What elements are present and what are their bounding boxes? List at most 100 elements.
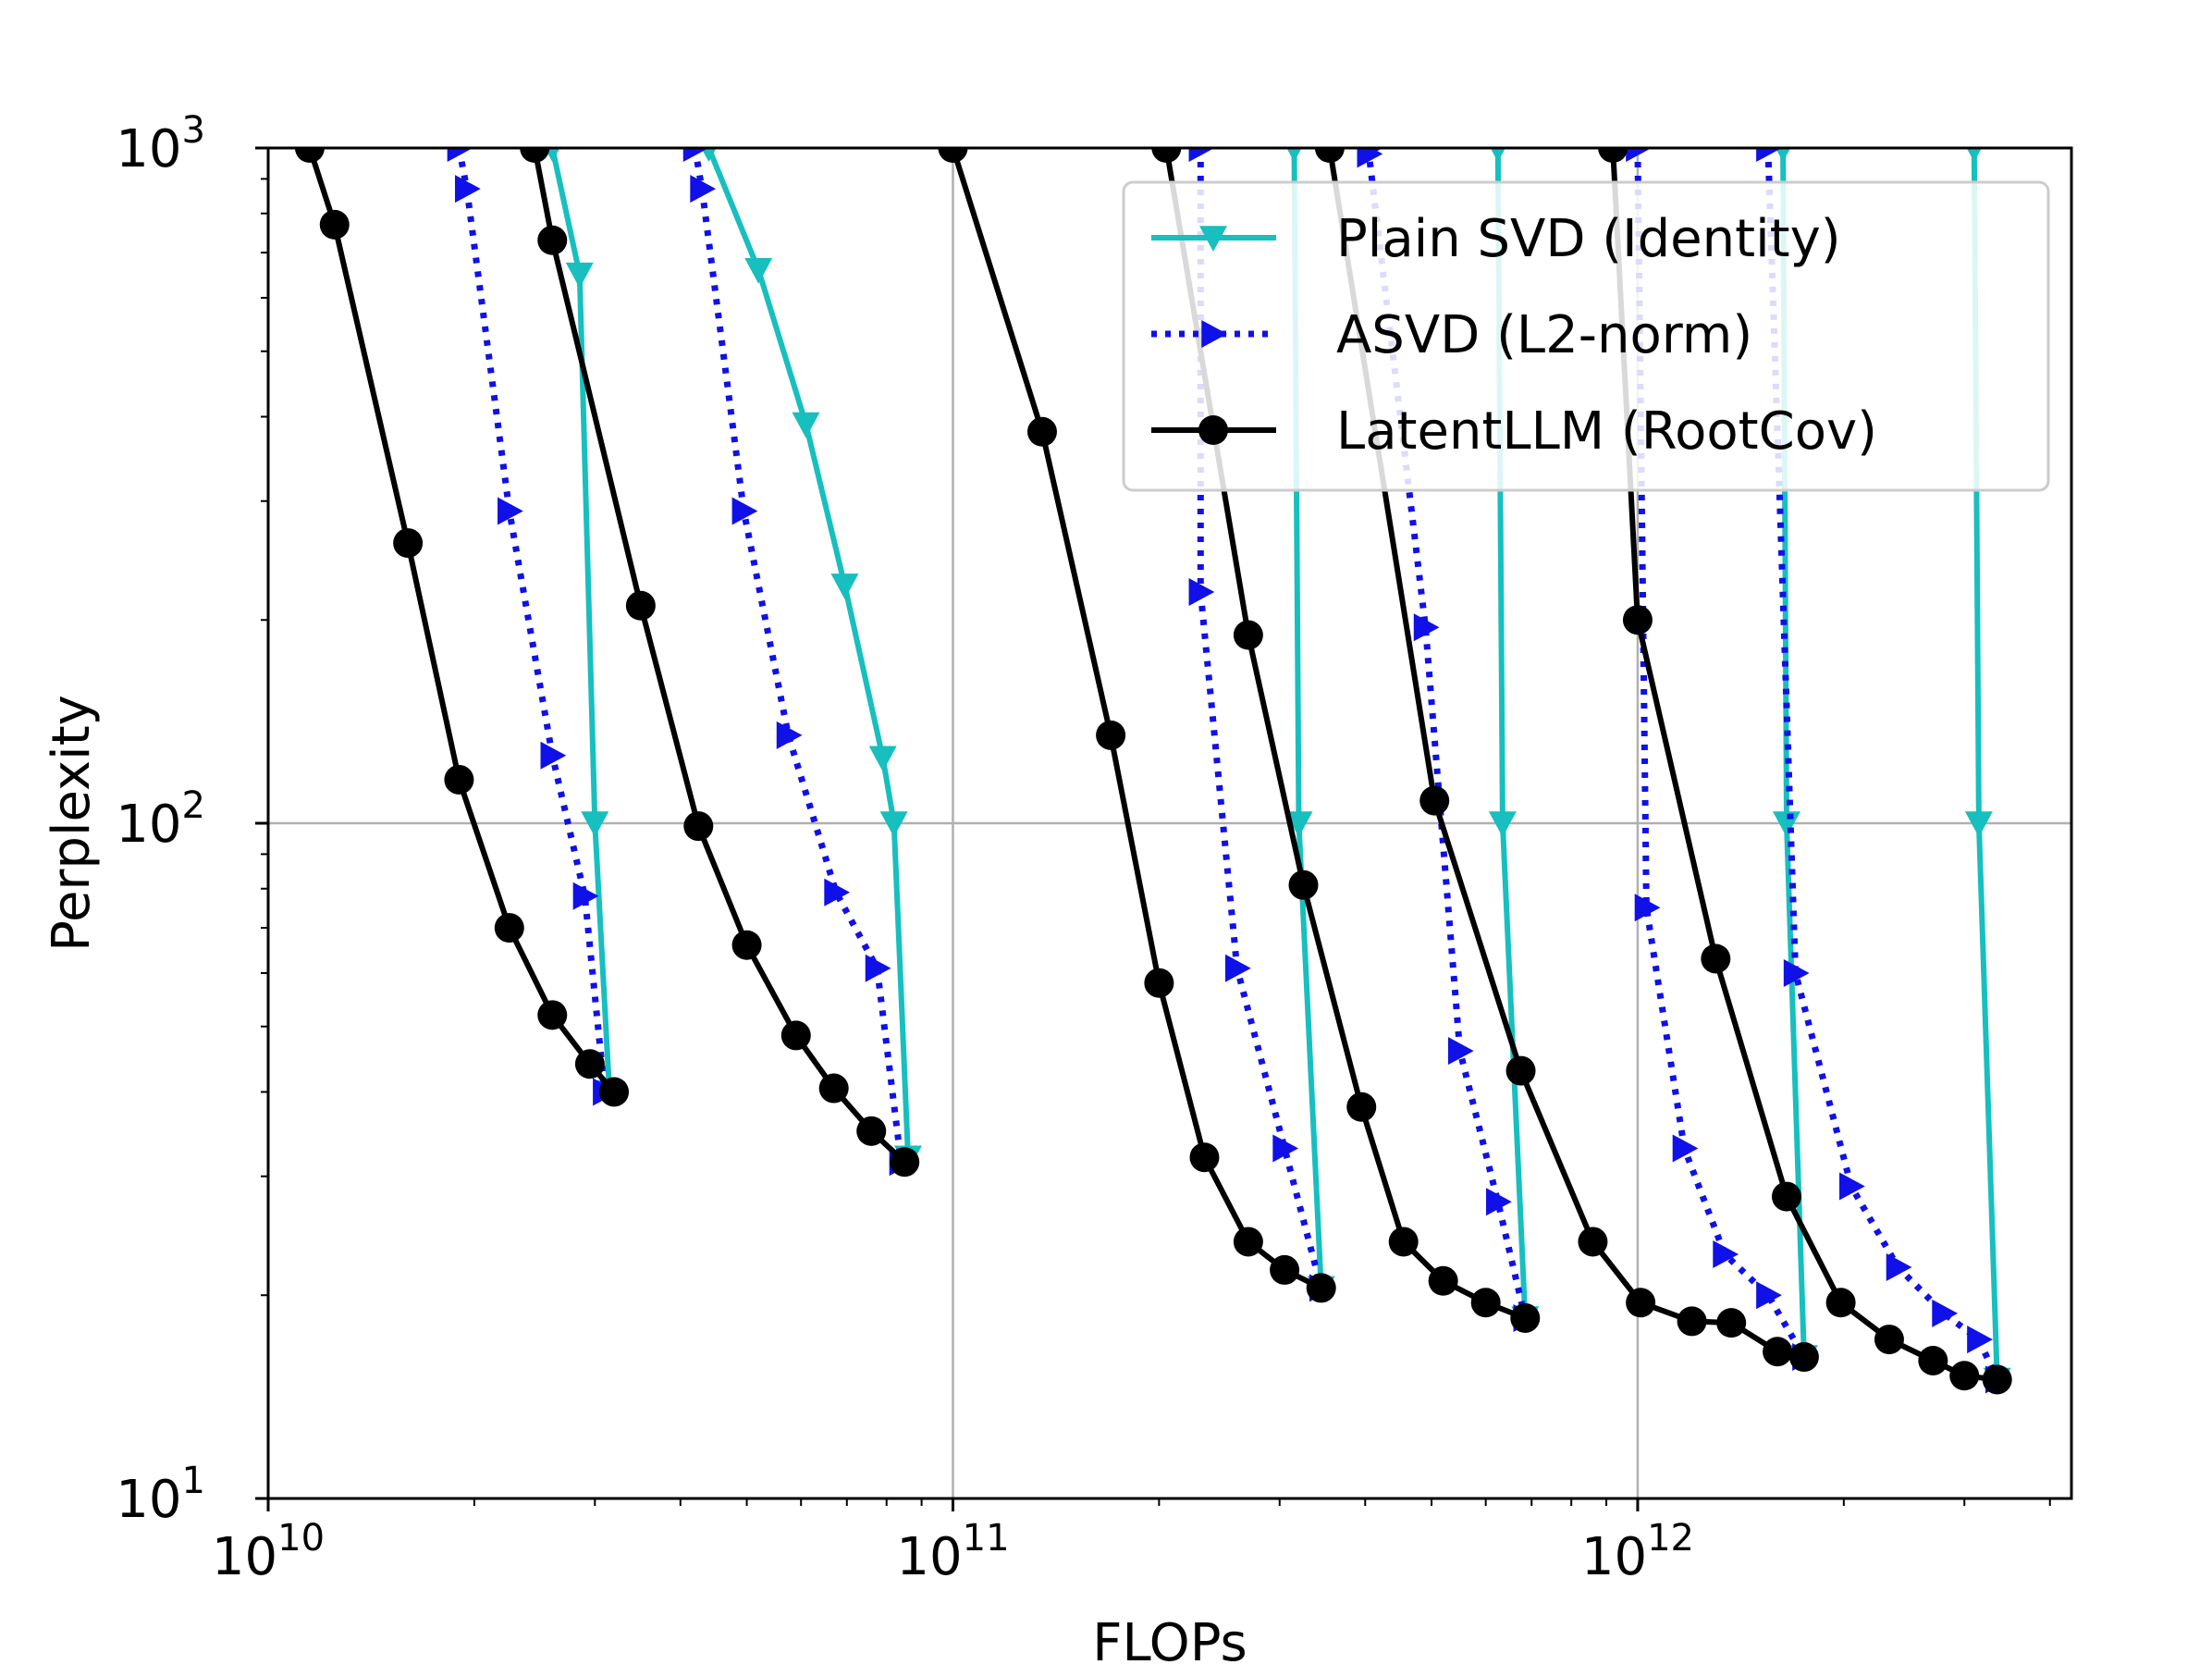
data-point-latentllm: [537, 225, 568, 255]
data-point-latentllm: [1505, 1055, 1536, 1086]
data-point-asvd: [1886, 1253, 1912, 1282]
legend-marker-plain-svd: [1199, 226, 1227, 252]
legend-label-asvd: ASVD (L2-norm): [1336, 305, 1752, 365]
data-point-latentllm: [1763, 1337, 1793, 1367]
data-point-asvd: [1272, 1134, 1299, 1163]
data-point-latentllm: [1771, 1181, 1801, 1212]
data-point-latentllm: [599, 1077, 630, 1107]
series-layer: [294, 148, 2012, 1395]
data-point-latentllm: [731, 930, 762, 960]
data-point-latentllm: [444, 764, 474, 795]
data-point-plain-svd: [1286, 148, 1302, 162]
data-point-latentllm: [1626, 1288, 1656, 1318]
data-point-asvd: [731, 497, 758, 525]
data-point-latentllm: [1314, 148, 1345, 163]
data-point-latentllm: [1270, 1254, 1300, 1285]
data-point-asvd: [1967, 1326, 1993, 1354]
data-point-latentllm: [1701, 943, 1731, 974]
data-point-latentllm: [494, 913, 524, 943]
y-tick-label: 103: [116, 109, 205, 179]
data-point-plain-svd: [1966, 148, 1982, 162]
legend: Plain SVD (Identity) ASVD (L2-norm) Latent…: [1122, 180, 2050, 492]
data-point-asvd: [1783, 958, 1810, 987]
data-point-latentllm: [1346, 1091, 1377, 1122]
data-point-asvd: [455, 175, 481, 203]
data-point-latentllm: [1026, 416, 1057, 447]
data-point-plain-svd: [1775, 148, 1791, 162]
data-point-latentllm: [1233, 620, 1263, 650]
data-point-asvd: [865, 954, 891, 982]
data-point-plain-svd: [744, 257, 773, 284]
data-point-asvd: [1672, 1134, 1699, 1163]
data-point-latentllm: [1144, 968, 1174, 998]
data-point-latentllm: [1151, 148, 1182, 163]
data-point-latentllm: [683, 811, 714, 842]
data-point-latentllm: [393, 528, 424, 559]
data-point-plain-svd: [581, 811, 609, 837]
data-point-asvd: [1188, 578, 1215, 607]
data-point-latentllm: [1428, 1265, 1458, 1296]
data-point-asvd: [1634, 894, 1661, 922]
legend-marker-asvd: [1201, 320, 1227, 348]
series-line-asvd: [455, 148, 608, 1092]
data-point-latentllm: [1578, 1227, 1608, 1257]
data-point-asvd: [498, 497, 523, 525]
y-tick-label: 102: [116, 784, 205, 855]
data-point-asvd: [690, 175, 717, 203]
data-point-asvd: [1447, 1037, 1474, 1066]
data-point-asvd: [1756, 148, 1782, 162]
data-point-plain-svd: [565, 262, 594, 289]
data-point-latentllm: [818, 1073, 849, 1104]
data-point-latentllm: [1788, 1342, 1819, 1373]
y-tick-label: 101: [116, 1460, 205, 1530]
data-point-asvd: [776, 721, 803, 749]
data-point-latentllm: [938, 148, 968, 163]
data-point-plain-svd: [879, 811, 908, 837]
x-tick-label: 1010: [212, 1517, 325, 1587]
data-point-latentllm: [890, 1147, 920, 1178]
data-point-latentllm: [574, 1049, 605, 1079]
data-point-asvd: [447, 148, 473, 162]
data-point-plain-svd: [1964, 811, 1993, 837]
data-point-latentllm: [520, 148, 550, 163]
data-point-asvd: [1713, 1239, 1739, 1268]
data-point-latentllm: [1510, 1302, 1541, 1333]
axis-ticks: 1010 1011 1012 101 102 103: [116, 109, 2051, 1587]
data-point-latentllm: [1622, 605, 1653, 635]
data-point-latentllm: [625, 590, 656, 621]
data-point-asvd: [1486, 1188, 1512, 1216]
y-axis-label: Perplexity: [42, 695, 102, 952]
data-point-plain-svd: [701, 148, 717, 162]
data-point-latentllm: [1716, 1308, 1747, 1338]
data-point-latentllm: [1470, 1288, 1501, 1318]
data-point-latentllm: [1288, 869, 1319, 900]
data-point-latentllm: [780, 1020, 811, 1051]
data-point-latentllm: [1096, 720, 1126, 750]
x-tick-label: 1012: [1581, 1517, 1694, 1587]
data-point-latentllm: [1982, 1364, 2012, 1395]
data-point-latentllm: [537, 1000, 568, 1030]
data-point-latentllm: [1825, 1288, 1856, 1318]
legend-label-latentllm: LatentLLM (RootCov): [1336, 401, 1877, 462]
data-point-latentllm: [1419, 785, 1450, 816]
data-point-latentllm: [294, 148, 325, 163]
data-point-latentllm: [1918, 1345, 1948, 1375]
data-point-asvd: [1357, 148, 1383, 168]
data-point-latentllm: [319, 209, 350, 240]
data-point-asvd: [682, 148, 709, 162]
data-point-plain-svd: [1488, 811, 1517, 837]
data-point-plain-svd: [868, 746, 897, 772]
x-tick-label: 1011: [896, 1517, 1009, 1587]
data-point-plain-svd: [1490, 148, 1505, 162]
data-point-latentllm: [1233, 1227, 1263, 1257]
data-point-asvd: [540, 741, 567, 770]
legend-box: [1122, 180, 2050, 492]
data-point-asvd: [1932, 1299, 1959, 1327]
data-point-latentllm: [1306, 1273, 1336, 1303]
series-line-plain-svd: [549, 148, 612, 1092]
data-point-plain-svd: [792, 412, 820, 438]
series-line-asvd: [1634, 148, 1807, 1359]
series-latentllm: [294, 148, 2012, 1395]
